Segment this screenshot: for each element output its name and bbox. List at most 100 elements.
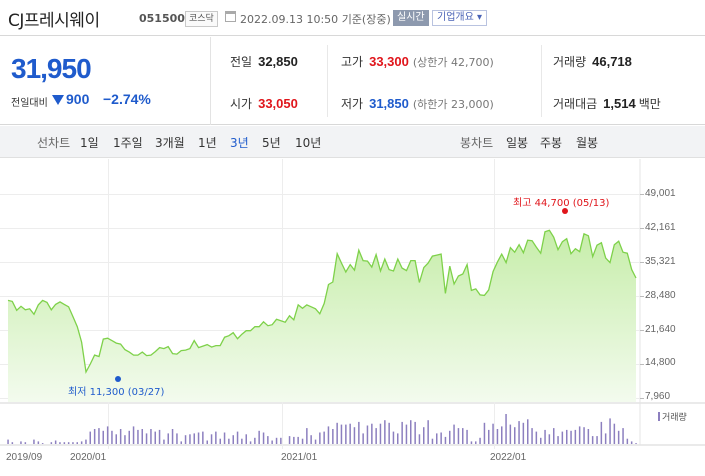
volume-bar	[540, 437, 542, 444]
tab-period-3m[interactable]: 3개월	[155, 136, 185, 150]
tab-line-chart[interactable]: 선차트	[37, 136, 71, 150]
change-percent: −2.74%	[103, 91, 151, 107]
volume-bar	[418, 434, 421, 444]
volume-bar	[375, 428, 377, 444]
volume-bar	[574, 429, 577, 444]
price-chart-svg	[0, 159, 705, 449]
volume-bar	[184, 435, 187, 444]
volume-bar	[323, 431, 325, 444]
volume-bar	[535, 431, 538, 444]
volume-bar	[509, 424, 512, 444]
volume-bar	[596, 436, 598, 444]
high-annotation: 최고 44,700 (05/13)	[513, 198, 610, 209]
volume-bar	[613, 423, 616, 444]
volume-bar	[587, 429, 590, 444]
volume-bar	[297, 436, 299, 444]
price-area	[8, 230, 636, 402]
market-badge: 코스닥	[185, 11, 218, 27]
volume-bar	[67, 442, 70, 444]
prev-close: 전일 32,850	[230, 54, 298, 69]
low-price: 저가 31,850 (하한가 23,000)	[341, 96, 494, 111]
volume-bar	[210, 434, 213, 444]
volume-bar	[630, 441, 633, 444]
volume-bar	[384, 420, 386, 444]
tab-period-5y[interactable]: 5년	[262, 136, 281, 150]
volume-legend: 거래량	[658, 410, 687, 423]
volume-bar	[496, 429, 499, 444]
stock-header: CJ프레시웨이 051500 코스닥 2022.09.13 10:50 기준(장…	[0, 0, 705, 36]
high-price: 고가 33,300 (상한가 42,700)	[341, 54, 494, 69]
volume-bar	[280, 437, 282, 444]
volume-bar	[453, 424, 455, 444]
volume-bar	[24, 442, 27, 444]
volume-bar	[93, 429, 96, 444]
current-price-panel: 31,950 전일대비 900 −2.74%	[0, 37, 211, 125]
change-value: 900	[66, 91, 90, 107]
quote-time: 2022.09.13 10:50 기준(장중)	[240, 13, 391, 26]
realtime-button[interactable]: 실시간	[393, 10, 429, 26]
current-price: 31,950	[11, 53, 92, 84]
volume-bar	[98, 428, 100, 444]
high-marker	[562, 208, 568, 214]
tab-period-1y[interactable]: 1년	[198, 136, 217, 150]
tab-period-1w[interactable]: 1주일	[113, 136, 143, 150]
volume-bar	[609, 418, 611, 444]
volume-bar	[7, 439, 9, 444]
tab-period-1d[interactable]: 1일	[80, 136, 99, 150]
volume-bar	[427, 420, 429, 444]
low-annotation: 최저 11,300 (03/27)	[68, 387, 165, 398]
volume-bar	[583, 427, 585, 444]
open-price: 시가 33,050	[230, 96, 298, 111]
tab-period-10y[interactable]: 10년	[295, 136, 322, 150]
volume-bar	[336, 422, 338, 444]
chart-period-tabs: 선차트 1일 1주일 3개월 1년 3년 5년 10년 봉차트 일봉 주봉 월봉	[0, 126, 705, 158]
volume-bar	[570, 430, 572, 444]
volume-bar	[332, 429, 334, 444]
tab-period-3y[interactable]: 3년	[230, 136, 249, 150]
volume-bar	[50, 442, 53, 444]
volume-bar	[219, 438, 221, 444]
tab-candle-monthly[interactable]: 월봉	[576, 136, 599, 150]
volume-bar	[440, 432, 442, 444]
volume-bar	[59, 442, 61, 444]
volume-bar	[106, 426, 109, 444]
volume-bar	[345, 424, 347, 444]
volume-bar	[137, 429, 139, 444]
volume-bar	[604, 433, 607, 444]
tab-candle-daily[interactable]: 일봉	[506, 136, 529, 150]
volume-bar	[236, 431, 239, 444]
volume-bar	[414, 421, 416, 444]
volume-bar	[193, 433, 195, 444]
y-tick-label: 28,480	[645, 290, 676, 301]
volume-bar	[392, 431, 395, 444]
volume-bar	[189, 434, 191, 444]
volume-bar	[522, 422, 525, 444]
volume-bar	[150, 429, 152, 444]
low-marker	[115, 376, 121, 382]
company-info-dropdown[interactable]: 기업개요 ▾	[432, 10, 487, 26]
volume-bar	[33, 439, 35, 444]
volume-bar	[128, 430, 130, 444]
volume-bar	[514, 427, 516, 444]
volume-bar	[245, 434, 247, 444]
tab-candle-weekly[interactable]: 주봉	[540, 136, 563, 150]
volume-bar	[553, 428, 555, 444]
volume-bar	[470, 441, 473, 444]
down-arrow-icon	[52, 95, 64, 105]
volume-bar	[171, 429, 174, 444]
volume-bar	[561, 431, 564, 444]
volume-bar	[254, 437, 256, 444]
volume-bar	[314, 439, 317, 444]
stock-name: CJ프레시웨이	[8, 11, 100, 31]
volume-bar	[457, 428, 460, 444]
tab-candle-chart[interactable]: 봉차트	[460, 136, 494, 150]
change-label: 전일대비	[11, 98, 48, 109]
volume-bar	[119, 429, 122, 444]
stock-code: 051500	[139, 12, 185, 25]
volume-bar	[518, 421, 520, 444]
volume-bar	[85, 439, 87, 444]
volume-bar	[63, 442, 66, 444]
volume-bar	[124, 435, 126, 444]
y-tick-label: 14,800	[645, 357, 676, 368]
volume-bar	[215, 431, 217, 444]
